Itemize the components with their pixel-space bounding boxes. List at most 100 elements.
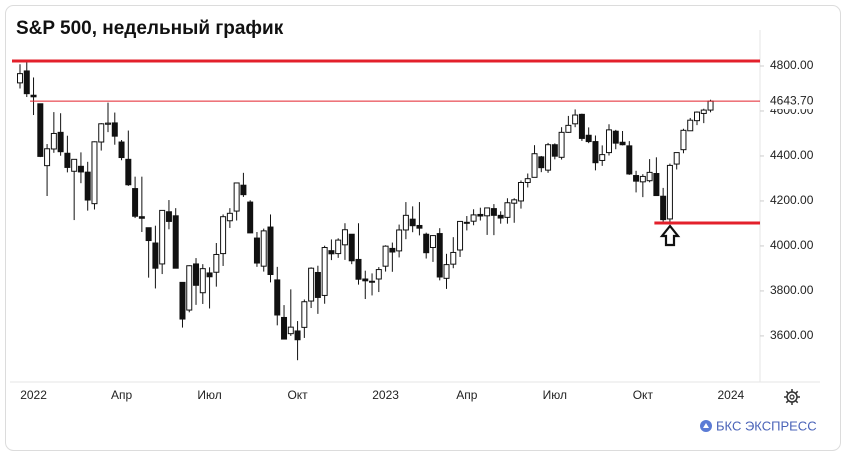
candle-body bbox=[517, 182, 524, 202]
candle-body bbox=[457, 220, 464, 251]
candle-body bbox=[152, 242, 159, 269]
x-tick-label: Апр bbox=[456, 388, 478, 402]
candle-body bbox=[30, 94, 37, 98]
x-tick-label: Окт bbox=[287, 388, 308, 402]
candle-body bbox=[267, 226, 274, 276]
candle-body bbox=[348, 233, 355, 262]
x-tick-label: Июл bbox=[543, 388, 567, 402]
candle-body bbox=[57, 131, 64, 153]
candle-body bbox=[193, 263, 200, 286]
x-tick-label: Июл bbox=[197, 388, 221, 402]
candle-body bbox=[633, 175, 640, 182]
candle-body bbox=[328, 250, 335, 255]
candle-body bbox=[226, 212, 233, 222]
candle-body bbox=[17, 73, 23, 84]
candle-body bbox=[44, 148, 51, 167]
candle-body bbox=[660, 195, 667, 221]
candle-body bbox=[172, 215, 179, 269]
candle-body bbox=[314, 271, 321, 298]
candle-body bbox=[538, 156, 545, 169]
candle-body bbox=[450, 251, 457, 265]
candle-body bbox=[443, 264, 450, 279]
y-tick-label: 4400.00 bbox=[770, 148, 814, 162]
candle-body bbox=[159, 209, 166, 265]
candle-body bbox=[179, 281, 186, 320]
candle-body bbox=[213, 253, 220, 273]
candle-body bbox=[355, 258, 362, 280]
settings-icon[interactable] bbox=[784, 389, 800, 405]
candle-body bbox=[626, 145, 633, 175]
candle-body bbox=[612, 130, 619, 144]
candle-body bbox=[545, 144, 552, 171]
candle-body bbox=[497, 214, 504, 219]
candle-body bbox=[77, 165, 84, 173]
last-price-box bbox=[764, 93, 820, 110]
candle-body bbox=[64, 152, 71, 168]
candle-body bbox=[287, 326, 294, 335]
candle-body bbox=[673, 152, 680, 165]
candle-body bbox=[301, 301, 308, 328]
x-tick-label: 2023 bbox=[372, 388, 399, 402]
candle-body bbox=[132, 188, 139, 217]
candle-body bbox=[220, 216, 227, 255]
candle-body bbox=[463, 221, 470, 224]
candle-body bbox=[490, 208, 497, 216]
candle-body bbox=[84, 171, 91, 201]
y-tick-label: 4200.00 bbox=[770, 193, 814, 207]
candle-body bbox=[274, 279, 281, 316]
candle-body bbox=[524, 178, 531, 184]
candle-body bbox=[666, 164, 673, 220]
y-tick-label: 4000.00 bbox=[770, 238, 814, 252]
last-price-label: 4643.70 bbox=[770, 93, 814, 107]
candle-body bbox=[599, 154, 606, 161]
candle-body bbox=[639, 175, 646, 183]
candle-body bbox=[694, 111, 700, 122]
candle-body bbox=[700, 109, 707, 114]
candle-body bbox=[531, 153, 538, 178]
candle-body bbox=[281, 316, 288, 340]
brand-logo bbox=[700, 420, 712, 432]
candle-body bbox=[37, 103, 44, 157]
candle-body bbox=[470, 214, 477, 222]
candle-body bbox=[511, 199, 518, 204]
candle-body bbox=[98, 123, 105, 143]
candle-body bbox=[125, 158, 132, 186]
candle-body bbox=[423, 233, 430, 254]
candle-body bbox=[105, 122, 112, 125]
candle-body bbox=[504, 202, 511, 218]
arrow-icon bbox=[659, 224, 681, 247]
candle-body bbox=[565, 124, 572, 133]
candle-body bbox=[294, 330, 301, 341]
candle-body bbox=[477, 213, 484, 217]
candle-body bbox=[321, 247, 328, 296]
candle-body bbox=[484, 207, 491, 217]
chart-title: S&P 500, недельный график bbox=[16, 18, 284, 39]
candle-body bbox=[558, 131, 565, 158]
candle-body bbox=[382, 245, 389, 267]
candle-body bbox=[341, 229, 348, 246]
candle-body bbox=[240, 184, 247, 196]
candle-body bbox=[578, 113, 585, 139]
candle-body bbox=[247, 201, 254, 234]
candle-body bbox=[335, 239, 342, 255]
candle-body bbox=[186, 265, 193, 311]
x-tick-label: 2024 bbox=[717, 388, 744, 402]
candle-body bbox=[551, 144, 558, 157]
candle-body bbox=[369, 280, 376, 283]
candle-body bbox=[396, 229, 403, 252]
candle-body bbox=[646, 171, 653, 182]
candle-body bbox=[389, 247, 396, 253]
candle-body bbox=[71, 158, 78, 172]
candle-body bbox=[118, 141, 125, 159]
candle-body bbox=[233, 182, 240, 212]
candle-body bbox=[619, 141, 626, 146]
y-tick-label: 4800.00 bbox=[770, 58, 814, 72]
candle-body bbox=[111, 122, 118, 137]
candle-body bbox=[585, 134, 592, 143]
candle-body bbox=[707, 100, 714, 111]
x-tick-label: Окт bbox=[633, 388, 654, 402]
candle-body bbox=[260, 230, 267, 267]
x-tick-label: 2022 bbox=[20, 388, 47, 402]
candle-body bbox=[145, 227, 152, 242]
y-tick-label: 3600.00 bbox=[770, 328, 814, 342]
